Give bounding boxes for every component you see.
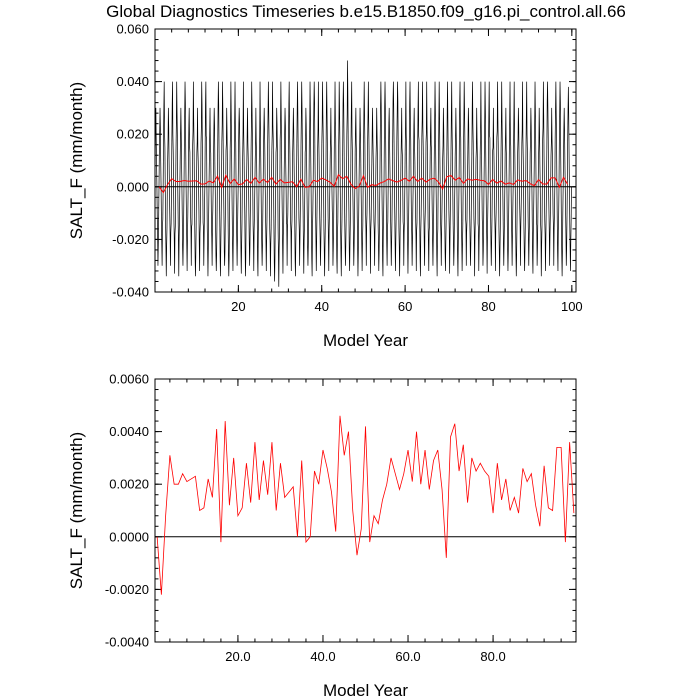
y-tick-label: -0.0020 xyxy=(105,582,149,597)
y-tick-label: -0.0040 xyxy=(105,635,149,650)
x-tick-label: 60 xyxy=(398,299,412,314)
y-tick-label: 0.000 xyxy=(116,179,149,194)
y-tick-label: 0.0040 xyxy=(109,424,149,439)
x-tick-label: 60.0 xyxy=(395,649,420,664)
top-panel: -0.040 -0.020 0.000 0.020 0.040 0.060 20 40 60 80… xyxy=(67,22,583,351)
y-tick-label: -0.020 xyxy=(112,232,149,247)
y-tick-label: 0.020 xyxy=(116,127,149,142)
x-tick-label: 80 xyxy=(481,299,495,314)
x-tick-label: 80.0 xyxy=(480,649,505,664)
y-axis-label: SALT_F (mm/month) xyxy=(67,82,86,239)
y-tick-label: 0.0000 xyxy=(109,529,149,544)
x-axis-label: Model Year xyxy=(323,681,408,700)
monthly-series-line xyxy=(154,60,572,287)
y-tick-label: 0.060 xyxy=(116,22,149,37)
plot-frame xyxy=(154,28,577,293)
y-tick-label: 0.040 xyxy=(116,74,149,89)
annual-series-line xyxy=(156,415,575,595)
bottom-panel: -0.0040 -0.0020 0.0000 0.0020 0.0040 0.0060 20… xyxy=(67,372,577,700)
x-tick-label: 20.0 xyxy=(225,649,250,664)
x-tick-label: 40 xyxy=(314,299,328,314)
annual-series-line xyxy=(158,173,569,194)
y-tick-label: 0.0020 xyxy=(109,477,149,492)
chart-title: Global Diagnostics Timeseries b.e15.B185… xyxy=(106,2,626,21)
x-axis-label: Model Year xyxy=(323,331,408,350)
x-tick-label: 40.0 xyxy=(310,649,335,664)
x-tick-label: 20 xyxy=(231,299,245,314)
x-tick-label: 100 xyxy=(561,299,583,314)
plot-frame xyxy=(154,378,577,643)
y-axis-label: SALT_F (mm/month) xyxy=(67,432,86,589)
y-tick-label: -0.040 xyxy=(112,285,149,300)
y-tick-label: 0.0060 xyxy=(109,372,149,387)
